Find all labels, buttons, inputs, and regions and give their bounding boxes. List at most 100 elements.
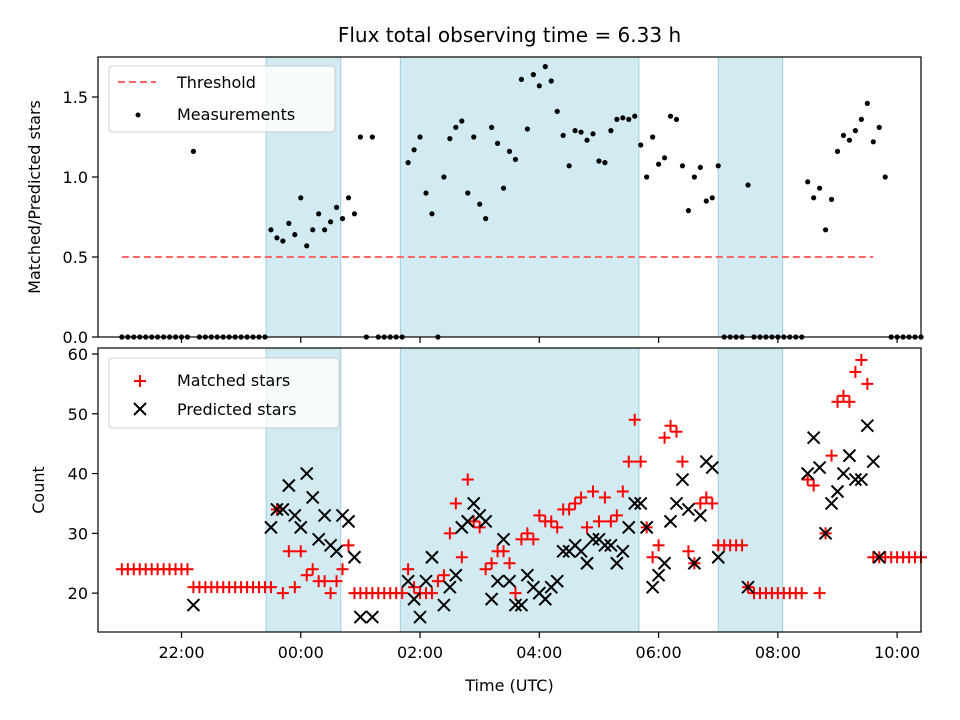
measurement-point: [411, 147, 417, 153]
predicted-star-point: [437, 598, 451, 612]
predicted-star-point: [645, 580, 660, 594]
measurement-point: [327, 219, 334, 225]
measurement-point: [644, 174, 650, 180]
predicted-star-point: [860, 419, 875, 433]
top-y-axis-label: Matched/Predicted stars: [25, 100, 44, 294]
matched-star-point: [849, 365, 862, 378]
predicted-star-point: [353, 610, 368, 624]
predicted-star-point: [520, 568, 535, 582]
measurement-point: [190, 148, 197, 154]
matched-star-point: [706, 497, 719, 510]
measurement-point: [632, 113, 638, 119]
measurement-point: [864, 100, 870, 106]
matched-star-point: [664, 419, 677, 432]
matched-star-point: [300, 569, 313, 582]
predicted-star-point: [693, 508, 708, 523]
measurement-point: [620, 115, 626, 121]
measurement-point: [745, 182, 751, 188]
predicted-star-point: [329, 544, 344, 558]
matched-star-point: [282, 545, 295, 558]
matched-star-point: [855, 353, 868, 366]
measurement-point: [828, 196, 835, 202]
measurement-point: [453, 124, 459, 130]
measurement-point: [423, 190, 429, 196]
measurement-point: [274, 235, 280, 241]
measurement-point: [477, 201, 483, 207]
predicted-star-point: [276, 502, 290, 517]
measurement-point: [715, 163, 721, 169]
matched-star-point: [831, 395, 844, 408]
measurement-point: [626, 116, 632, 122]
predicted-star-point: [598, 538, 612, 553]
matched-star-point: [652, 539, 665, 552]
matched-star-point: [825, 449, 838, 462]
matched-star-point: [646, 551, 659, 564]
measurement-point: [834, 148, 841, 154]
measurement-point: [405, 160, 411, 166]
measurement-point: [596, 158, 602, 164]
predicted-star-point: [425, 550, 439, 564]
top-y-tick-label: 0.5: [63, 248, 88, 267]
x-tick-label: 22:00: [158, 643, 204, 662]
bottom-y-tick-label: 30: [68, 524, 88, 543]
measurement-point: [852, 128, 858, 134]
measurement-point: [572, 128, 578, 134]
predicted-star-point: [610, 556, 624, 570]
measurement-point: [703, 198, 709, 204]
measurement-point: [280, 238, 286, 244]
measurement-point: [679, 163, 686, 169]
matched-star-point: [592, 515, 605, 528]
matched-star-point: [264, 581, 277, 594]
x-tick-label: 06:00: [636, 643, 682, 662]
measurement-point: [673, 116, 680, 122]
predicted-star-point: [317, 508, 332, 523]
predicted-star-point: [288, 508, 302, 523]
predicted-star-point: [294, 520, 308, 535]
measurement-point: [316, 211, 322, 217]
measurement-point: [500, 185, 507, 191]
predicted-star-point: [616, 544, 630, 558]
x-tick-label: 00:00: [278, 643, 324, 662]
bottom-y-tick-label: 20: [68, 584, 88, 603]
matched-star-point: [294, 545, 307, 558]
predicted-star-point: [300, 466, 314, 481]
predicted-star-point: [407, 592, 421, 606]
matched-star-point: [509, 587, 522, 600]
predicted-legend-label: Predicted stars: [177, 400, 297, 419]
predicted-star-point: [818, 526, 833, 541]
predicted-star-point: [401, 574, 415, 588]
predicted-star-point: [282, 478, 296, 493]
measurement-point: [512, 156, 519, 162]
matched-star-point: [497, 545, 510, 558]
measurement-point: [542, 64, 548, 70]
matched-star-point: [324, 587, 337, 600]
bottom-axes-frame: [97, 347, 922, 633]
predicted-star-point: [836, 466, 851, 481]
matched-star-point: [807, 479, 820, 492]
measurement-point: [638, 142, 644, 148]
measurement-point: [310, 227, 316, 233]
predicted-star-point: [711, 550, 725, 564]
x-tick-label: 10:00: [874, 643, 920, 662]
threshold-legend-label: Threshold: [176, 73, 256, 92]
matched-star-point: [437, 569, 450, 582]
predicted-star-point: [651, 568, 666, 582]
measurement-point: [530, 72, 536, 78]
predicted-star-point: [538, 592, 552, 606]
matched-star-point: [455, 551, 468, 564]
measurement-point: [578, 129, 584, 135]
measurements-legend-marker: [135, 112, 141, 118]
matched-star-point: [843, 395, 856, 408]
measurement-point: [870, 139, 876, 145]
matched-star-point: [682, 545, 695, 558]
matched-star-point: [551, 521, 564, 534]
matched-star-point: [670, 425, 683, 438]
measurement-point: [322, 227, 328, 233]
matched-star-point: [634, 455, 647, 468]
measurement-point: [417, 134, 423, 140]
matched-star-point: [801, 473, 814, 486]
measurement-point: [667, 113, 674, 119]
predicted-star-point: [550, 574, 564, 588]
matched-star-point: [503, 557, 516, 570]
matched-star-point: [569, 497, 582, 510]
